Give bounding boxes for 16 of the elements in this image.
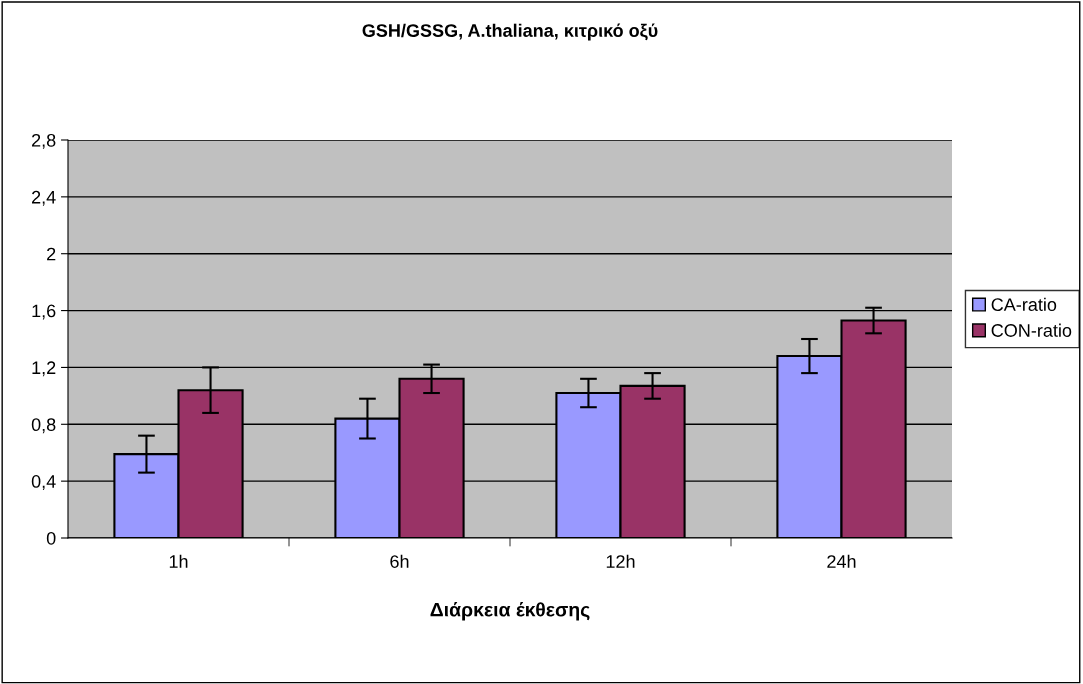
chart-title: GSH/GSSG, A.thaliana, κιτρικό οξύ [362,23,658,41]
x-tick-label: 6h [390,554,409,568]
x-tick-label: 12h [606,554,635,568]
y-tick-label: 2,8 [32,133,56,149]
y-tick-label: 0,4 [31,475,56,490]
x-tick-label: 1h [169,554,188,568]
y-tick-label: 2 [47,247,56,261]
y-tick-label: 0 [46,531,56,545]
legend-label: CON-ratio [991,323,1072,337]
x-axis-title: Διάρκεια έκθεσης [430,602,590,621]
y-tick-label: 1,2 [32,361,56,377]
legend-label: CA-ratio [991,297,1057,312]
x-tick-label: 24h [827,554,856,568]
y-tick-label: 2,4 [32,190,56,206]
y-tick-label: 1,6 [32,304,56,320]
y-tick-label: 0,8 [31,418,56,434]
